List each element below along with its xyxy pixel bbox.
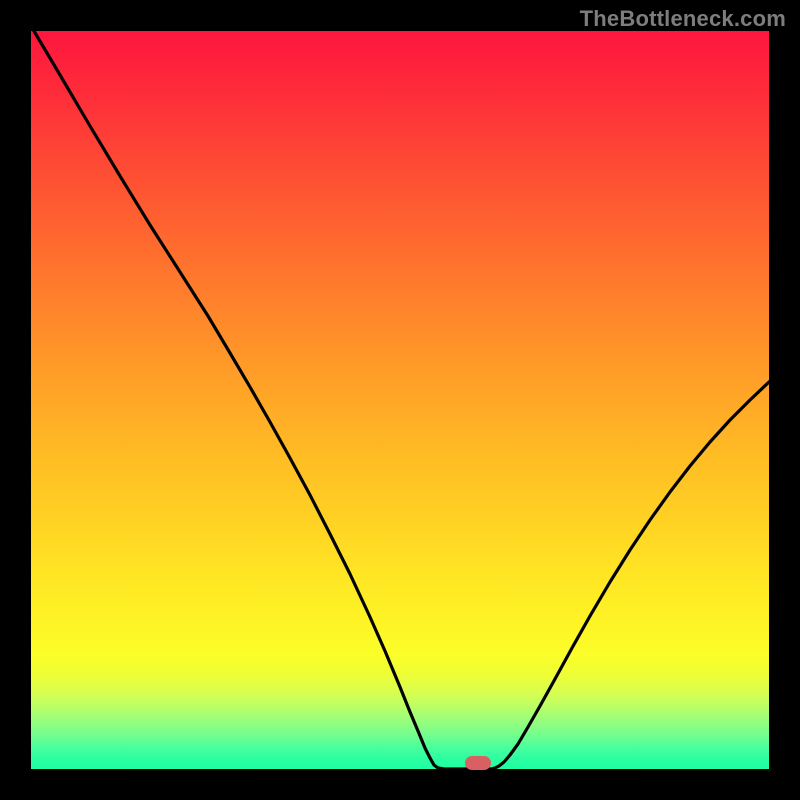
watermark-text: TheBottleneck.com (580, 6, 786, 32)
bottleneck-chart-svg (0, 0, 800, 800)
result-marker (465, 756, 491, 770)
plot-rect (31, 31, 769, 769)
chart-container: TheBottleneck.com (0, 0, 800, 800)
